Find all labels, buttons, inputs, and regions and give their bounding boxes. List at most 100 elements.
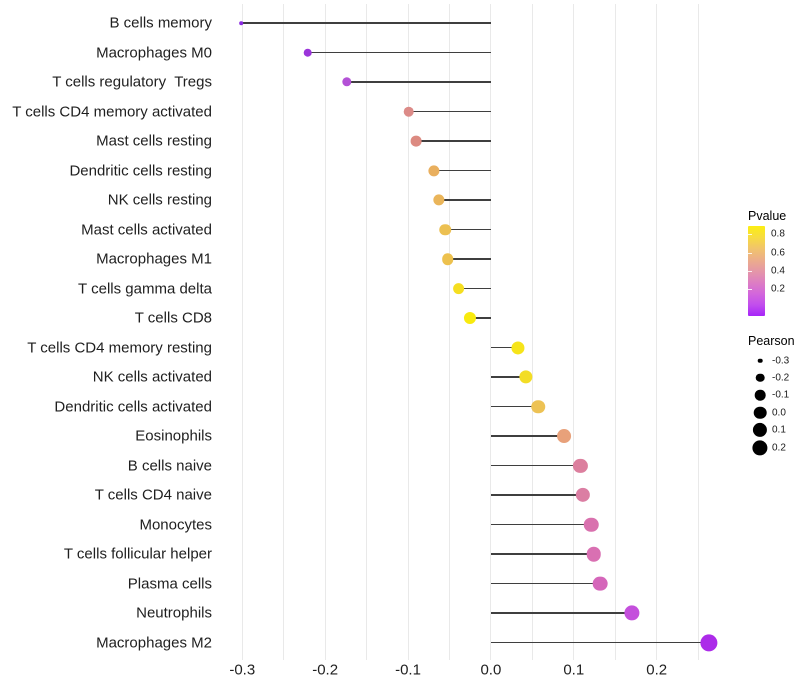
category-label: Macrophages M0 <box>96 44 212 61</box>
pvalue-colorbar <box>748 226 765 316</box>
size-legend-label: 0.2 <box>772 442 786 453</box>
lollipop-dot <box>433 194 445 206</box>
size-legend-label: 0.1 <box>772 424 786 436</box>
lollipop-dot <box>403 106 415 117</box>
category-label: Macrophages M2 <box>96 634 212 651</box>
size-legend-dot <box>752 439 768 456</box>
size-legend-dot <box>753 406 767 419</box>
lollipop-stem <box>490 376 526 378</box>
lollipop-dot <box>586 546 601 562</box>
lollipop-stem <box>490 464 581 467</box>
category-label: NK cells resting <box>107 191 212 209</box>
category-label: B cells naive <box>127 457 212 474</box>
colorbar-tick-label: 0.6 <box>771 247 785 258</box>
lollipop-dot <box>592 576 608 591</box>
lollipop-stem <box>438 199 491 201</box>
x-gridline <box>656 4 658 660</box>
category-label: Dendritic cells resting <box>69 162 212 179</box>
lollipop-stem <box>307 51 491 54</box>
lollipop-dot <box>239 21 244 25</box>
x-axis-tick-label: 0.2 <box>646 661 668 679</box>
x-axis-tick-label: 0.0 <box>480 661 502 679</box>
category-label: T cells CD4 memory activated <box>12 103 212 120</box>
x-axis-tick-label: -0.2 <box>312 661 339 679</box>
x-gridline <box>490 4 492 660</box>
size-legend-label: 0.0 <box>772 407 786 419</box>
category-label: T cells gamma delta <box>78 280 212 297</box>
lollipop-dot <box>556 429 571 443</box>
lollipop-stem <box>490 612 632 614</box>
x-gridline <box>324 4 326 660</box>
size-legend-label: -0.3 <box>772 355 790 366</box>
x-gridline <box>614 4 616 660</box>
lollipop-stem <box>447 258 491 260</box>
category-label: B cells memory <box>109 14 212 32</box>
lollipop-dot <box>511 340 525 355</box>
category-label: T cells CD4 memory resting <box>27 339 212 356</box>
size-legend-dot <box>752 423 768 438</box>
lollipop-dot <box>583 517 599 532</box>
lollipop-dot <box>573 458 588 473</box>
lollipop-stem <box>490 523 592 526</box>
lollipop-dot <box>452 282 465 295</box>
x-axis-tick-label: -0.3 <box>229 661 256 679</box>
size-legend-dot <box>757 358 763 363</box>
lollipop-stem <box>470 317 491 319</box>
colorbar-tick-label: 0.8 <box>771 228 785 240</box>
colorbar-tick <box>748 271 752 272</box>
lollipop-dot <box>531 399 545 414</box>
lollipop-stem <box>458 287 491 290</box>
category-label: Plasma cells <box>127 575 212 592</box>
pvalue-legend-title: Pvalue <box>748 209 787 223</box>
size-legend-label: -0.2 <box>772 372 790 384</box>
lollipop-stem <box>433 169 491 172</box>
lollipop-stem <box>490 553 594 555</box>
category-label: T cells CD4 naive <box>94 486 212 504</box>
category-label: Dendritic cells activated <box>54 398 212 415</box>
x-gridline <box>697 4 699 660</box>
category-label: Mast cells resting <box>96 132 212 150</box>
lollipop-dot <box>700 633 718 652</box>
colorbar-tick-label: 0.2 <box>771 283 785 295</box>
x-gridline <box>366 4 368 660</box>
lollipop-stem <box>416 140 491 142</box>
x-gridline <box>241 4 243 660</box>
colorbar-tick-label: 0.4 <box>771 265 785 277</box>
lollipop-dot <box>303 48 313 57</box>
x-axis-tick-label: 0.1 <box>563 661 585 679</box>
lollipop-stem <box>490 641 709 644</box>
category-label: Neutrophils <box>136 604 212 622</box>
lollipop-dot <box>428 164 440 177</box>
lollipop-stem <box>408 110 491 113</box>
lollipop-dot <box>439 223 452 236</box>
x-axis-tick-label: -0.1 <box>395 661 421 679</box>
x-gridline <box>407 4 409 660</box>
x-gridline <box>573 4 575 660</box>
lollipop-stem <box>445 228 491 231</box>
lollipop-stem <box>346 81 491 83</box>
lollipop-dot <box>410 135 422 147</box>
category-label: Eosinophils <box>135 427 212 445</box>
lollipop-stem <box>241 22 491 24</box>
x-gridline <box>283 4 285 660</box>
lollipop-stem <box>490 435 564 437</box>
lollipop-stem <box>490 346 519 349</box>
category-label: T cells CD8 <box>134 309 212 327</box>
size-legend-dot <box>754 390 766 401</box>
category-label: Monocytes <box>139 516 212 533</box>
lollipop-stem <box>490 494 583 496</box>
colorbar-tick <box>748 234 752 235</box>
x-gridline <box>531 4 533 660</box>
lollipop-dot <box>341 77 352 87</box>
category-label: T cells regulatory Tregs <box>52 73 212 91</box>
lollipop-dot <box>575 487 591 503</box>
lollipop-stem <box>490 582 601 585</box>
category-label: Mast cells activated <box>81 221 212 238</box>
size-legend-dot <box>755 373 765 383</box>
colorbar-tick <box>748 252 752 254</box>
category-label: T cells follicular helper <box>63 545 212 563</box>
category-label: NK cells activated <box>92 368 212 386</box>
size-legend-label: -0.1 <box>772 389 790 401</box>
lollipop-stem <box>490 405 539 408</box>
